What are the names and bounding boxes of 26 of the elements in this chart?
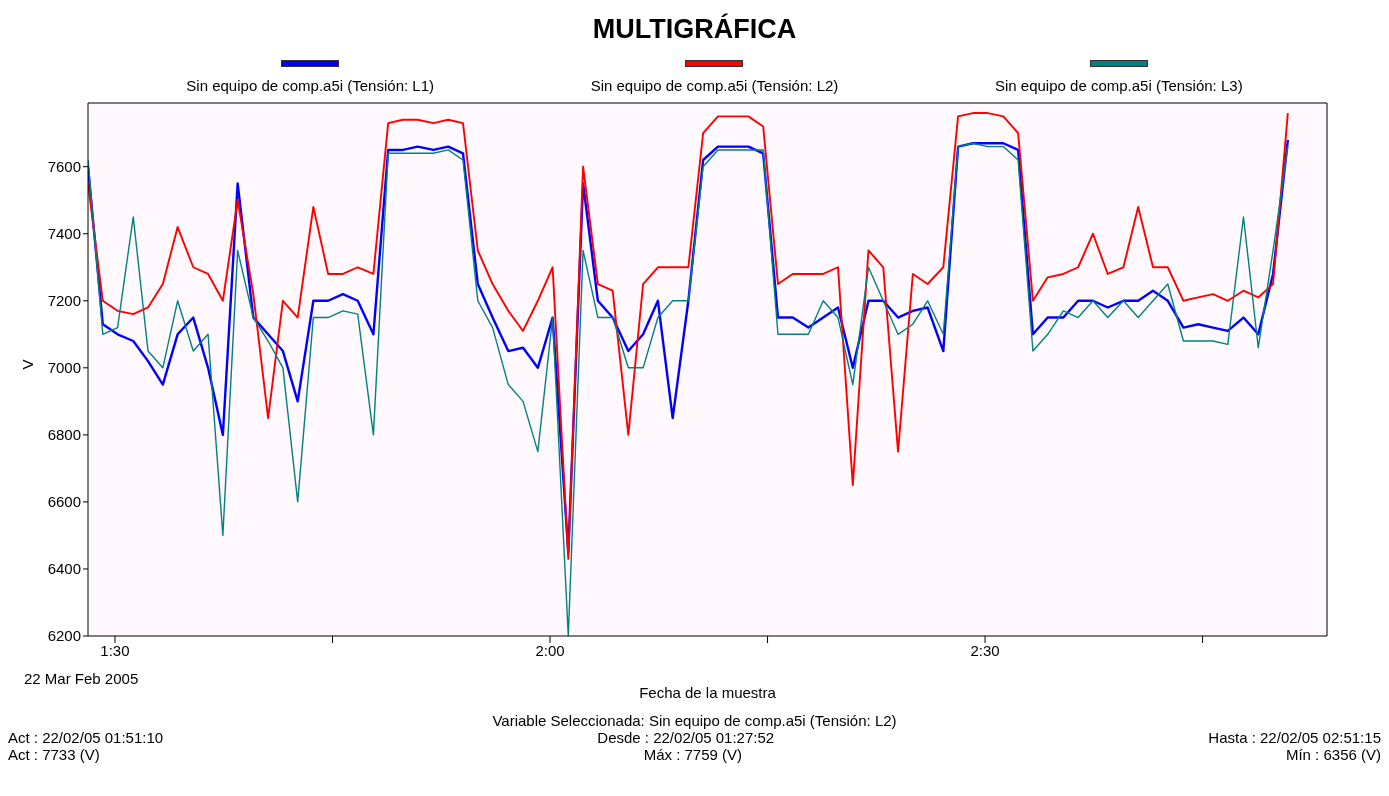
legend-label: Sin equipo de comp.a5i (Tensión: L3) [994, 77, 1243, 94]
y-tick-label: 6800 [47, 426, 81, 444]
text: 22 Mar Feb 2005 [24, 670, 139, 687]
x-axis-title: Fecha de la muestra [639, 684, 777, 701]
y-tick-label: 6200 [47, 627, 81, 645]
chart-title: MULTIGRÁFICA [591, 12, 798, 46]
text: Act : 7733 (V) [8, 746, 100, 763]
legend-label: Sin equipo de comp.a5i (Tensión: L2) [590, 77, 839, 94]
y-tick-label: 6600 [47, 493, 81, 511]
y-tick-label: 7000 [47, 359, 81, 377]
y-tick-label: 7200 [47, 292, 81, 310]
x-tick-label: 1:30 [100, 641, 130, 659]
text: Act : 22/02/05 01:51:10 [8, 729, 164, 746]
line-series [88, 142, 1289, 636]
y-tick-label: 7400 [47, 225, 81, 243]
x-tick-label: 2:30 [970, 641, 1000, 659]
text: Desde : 22/02/05 01:27:52 [597, 729, 775, 746]
y-axis-title: V [19, 359, 37, 370]
y-tick-label: 6400 [47, 560, 81, 578]
x-tick-label: 2:00 [535, 641, 565, 659]
legend-label: Sin equipo de comp.a5i (Tensión: L1) [186, 77, 434, 94]
y-tick-label: 7600 [47, 158, 81, 176]
text: Hasta : 22/02/05 02:51:15 [1208, 729, 1381, 746]
text: Variable Seleccionada: Sin equipo de comp.a5i (Tensión: L2) [491, 712, 898, 729]
text: Máx : 7759 (V) [643, 746, 743, 763]
text: Mín : 6356 (V) [1285, 746, 1381, 763]
